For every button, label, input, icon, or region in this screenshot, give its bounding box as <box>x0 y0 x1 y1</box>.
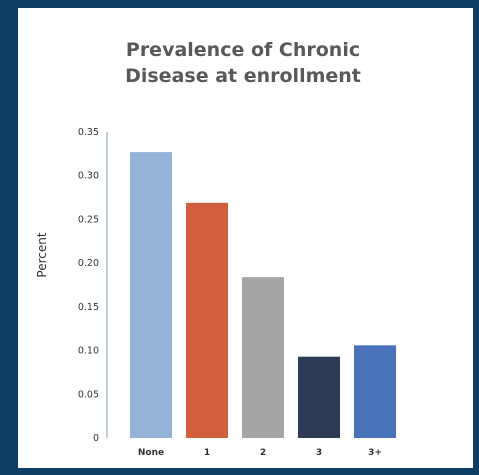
x-category-label: 3+ <box>368 448 382 458</box>
x-category-label: 2 <box>260 448 266 458</box>
y-tick-label: 0.20 <box>78 258 99 269</box>
bar <box>354 345 396 438</box>
y-tick-label: 0 <box>93 433 99 444</box>
y-tick-label: 0.10 <box>78 346 99 357</box>
bar <box>242 277 284 438</box>
y-tick-label: 0.05 <box>78 389 99 400</box>
y-ticks: 0 0.05 0.10 0.15 0.20 0.25 0.30 0.35 <box>78 127 99 444</box>
y-tick-label: 0.15 <box>78 302 99 313</box>
y-tick-label: 0.35 <box>78 127 99 138</box>
y-tick-label: 0.30 <box>78 171 99 182</box>
bar <box>130 152 172 438</box>
bars <box>130 152 396 438</box>
chart-card: Prevalence of Chronic Disease at enrollm… <box>18 8 473 468</box>
bar <box>298 356 340 438</box>
chart-canvas: Prevalence of Chronic Disease at enrollm… <box>35 39 396 458</box>
x-category-label: 3 <box>316 448 322 458</box>
bar <box>186 202 228 438</box>
y-tick-label: 0.25 <box>78 214 99 225</box>
category-labels: None 1 2 3 3+ <box>138 448 382 458</box>
y-axis-label: Percent <box>35 232 49 277</box>
x-category-label: 1 <box>204 448 210 458</box>
x-category-label: None <box>138 448 164 458</box>
chart-title-line-2: Disease at enrollment <box>125 65 361 87</box>
chart-title-line-1: Prevalence of Chronic <box>126 39 360 61</box>
